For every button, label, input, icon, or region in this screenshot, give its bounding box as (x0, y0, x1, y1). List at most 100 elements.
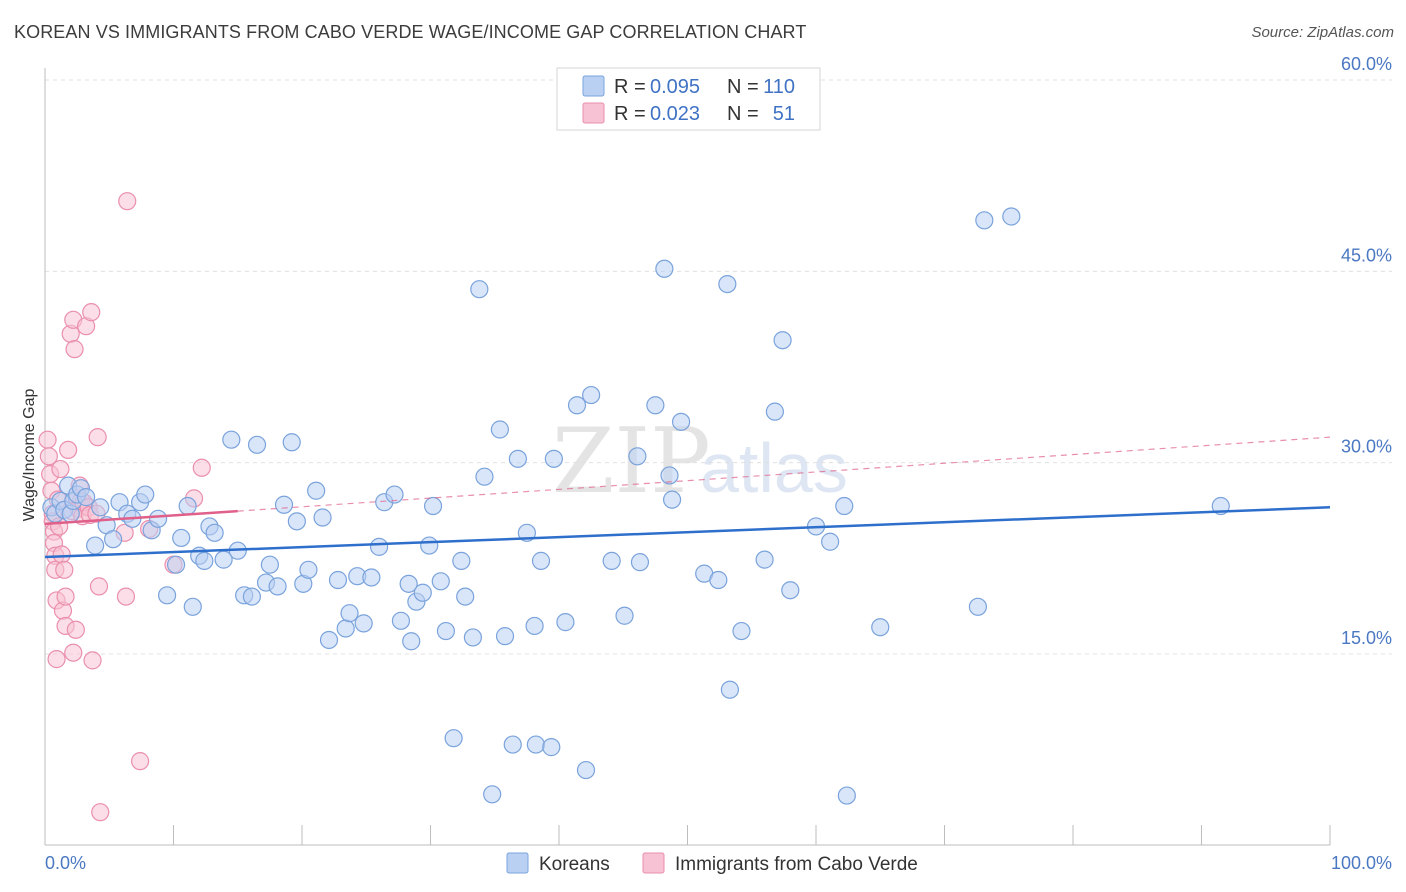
y-tick-label: 45.0% (1341, 245, 1392, 265)
korean-point (402, 632, 421, 651)
korean-point (399, 574, 418, 593)
korean-point (655, 259, 674, 278)
korean-point (630, 553, 650, 572)
cabo-verde-point (89, 577, 109, 596)
korean-point (195, 551, 214, 570)
korean-point (463, 628, 483, 647)
korean-point (148, 509, 168, 528)
legend-r-label-2: R = (614, 103, 646, 125)
cabo-verde-point (83, 651, 102, 670)
x-tick-label-min: 0.0% (45, 853, 86, 873)
korean-point (483, 785, 502, 804)
cabo-verde-point (59, 440, 78, 460)
x-ticks (44, 825, 1331, 845)
korean-point (835, 496, 854, 516)
cabo-verde-point (52, 545, 71, 564)
korean-point (340, 604, 359, 623)
korean-point (413, 583, 432, 602)
korean-point (431, 572, 450, 591)
cabo-verde-point (55, 560, 74, 579)
watermark-atlas: atlas (700, 429, 848, 507)
korean-point (503, 735, 522, 754)
cabo-verde-point (192, 458, 211, 477)
korean-point (444, 729, 463, 748)
korean-point (628, 447, 647, 466)
legend-n-label-2: N = (727, 103, 759, 125)
y-tick-label: 30.0% (1341, 437, 1392, 457)
korean-point (370, 537, 389, 556)
korean-point (709, 570, 728, 590)
korean-point (602, 551, 621, 570)
bottom-legend-label-cabo-verde: Immigrants from Cabo Verde (675, 854, 918, 875)
korean-point (975, 211, 994, 230)
korean-point (662, 490, 682, 509)
korean-point (582, 385, 601, 405)
korean-point (732, 621, 751, 641)
korean-point (660, 466, 679, 485)
series-legend: Koreans Immigrants from Cabo Verde (506, 852, 918, 875)
korean-point (490, 420, 509, 439)
korean-point (508, 449, 527, 468)
korean-point (319, 630, 339, 650)
koreans-trendline (44, 506, 1331, 559)
korean-point (1002, 207, 1021, 226)
legend-n-value-1: 110 (763, 76, 795, 98)
korean-point (423, 496, 443, 516)
korean-point (385, 485, 404, 504)
korean-point (287, 512, 306, 531)
korean-point (542, 738, 561, 757)
korean-point (282, 433, 301, 452)
korean-point (576, 760, 596, 780)
cabo-verde-trendline (44, 509, 238, 526)
korean-point (615, 606, 634, 625)
korean-point (773, 331, 792, 350)
y-tick-label: 60.0% (1341, 54, 1392, 74)
korean-point (274, 495, 294, 514)
korean-point (720, 680, 740, 699)
korean-point (544, 449, 563, 468)
correlation-legend: R = 0.095 N = 110 R = 0.023 N = 51 (556, 67, 821, 131)
korean-point (86, 536, 105, 555)
y-tick-labels: 15.0% 30.0% 45.0% 60.0% (1341, 54, 1392, 648)
bottom-legend-label-koreans: Koreans (539, 854, 610, 875)
korean-point (871, 618, 890, 637)
cabo-verde-point (51, 459, 70, 479)
bottom-legend-swatch-koreans (506, 852, 529, 874)
korean-point (205, 523, 224, 542)
y-axis-title: Wage/Income Gap (21, 389, 38, 522)
korean-point (436, 621, 456, 641)
korean-point (268, 577, 287, 596)
korean-point (362, 568, 381, 587)
cabo-verde-point (91, 803, 110, 822)
chart-title: KOREAN VS IMMIGRANTS FROM CABO VERDE WAG… (14, 22, 807, 42)
korean-point (328, 570, 348, 590)
korean-point (247, 435, 267, 454)
korean-point (420, 536, 439, 555)
legend-r-label-1: R = (614, 76, 646, 98)
cabo-verde-point (47, 650, 66, 669)
bottom-legend-swatch-cabo-verde (642, 852, 665, 874)
korean-point (671, 412, 691, 431)
korean-point (765, 402, 784, 421)
korean-point (837, 786, 856, 805)
source-label: Source: ZipAtlas.com (1251, 24, 1394, 41)
legend-n-label-1: N = (727, 76, 759, 98)
korean-point (718, 274, 737, 294)
gridlines (45, 79, 1392, 655)
cabo-verde-point (116, 587, 136, 606)
korean-point (531, 551, 551, 570)
cabo-verde-point (64, 643, 83, 662)
cabo-verde-point (56, 587, 75, 606)
cabo-verde-point (118, 192, 137, 211)
legend-r-value-1: 0.095 (650, 76, 700, 98)
cabo-verde-point (130, 752, 150, 771)
korean-point (968, 597, 988, 616)
korean-point (525, 616, 544, 636)
korean-point (781, 581, 800, 600)
cabo-verde-point (39, 447, 58, 466)
korean-point (183, 597, 202, 616)
korean-point (336, 619, 355, 638)
korean-point (755, 550, 774, 569)
cabo-verde-point (38, 430, 57, 449)
